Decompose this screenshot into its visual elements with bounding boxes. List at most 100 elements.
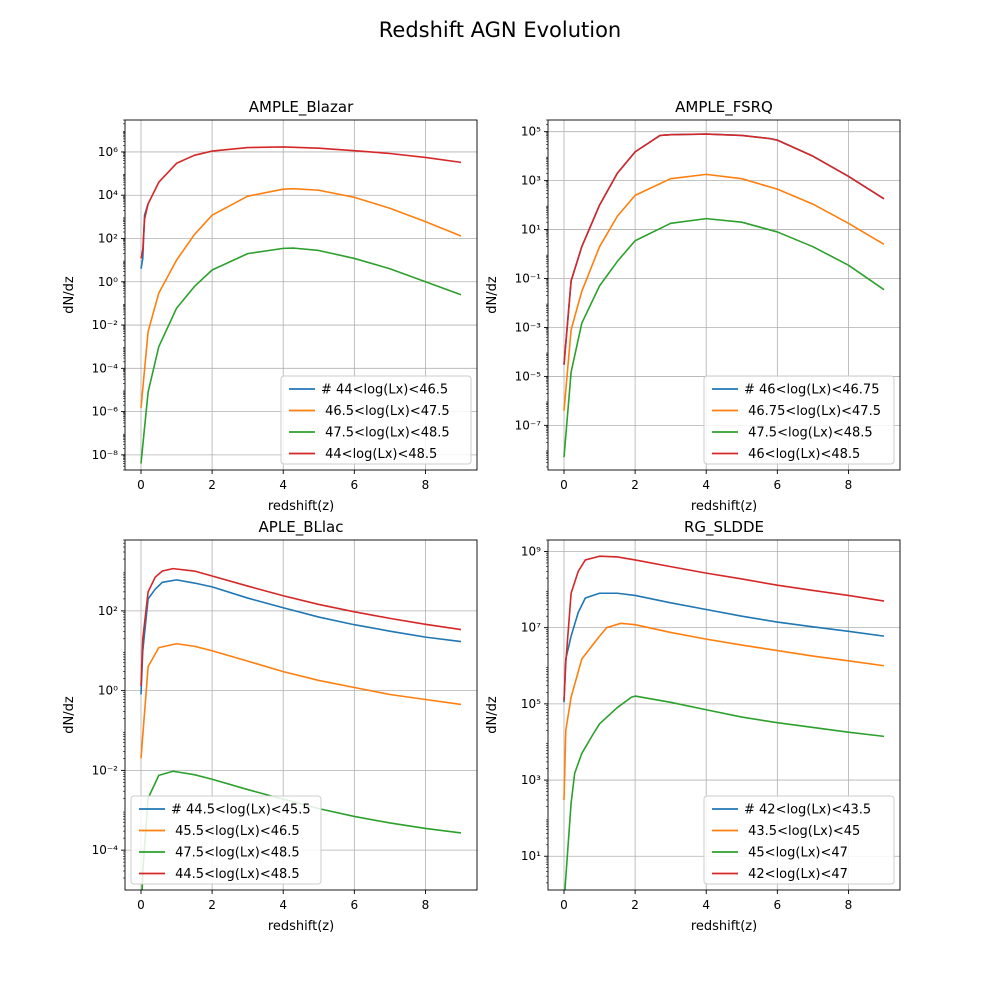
y-tick-label: 10⁰ xyxy=(98,684,118,698)
y-tick-label: 10³ xyxy=(521,773,541,787)
y-axis-label: dN/dz xyxy=(485,276,500,314)
legend-box xyxy=(130,795,322,885)
subplot-title: AMPLE_Blazar xyxy=(249,98,354,117)
y-tick-label: 10⁰ xyxy=(98,275,118,289)
series-line-2 xyxy=(140,187,462,408)
y-tick-label: 10⁻³ xyxy=(515,320,542,334)
y-tick-label: 10⁻⁷ xyxy=(515,418,542,432)
subplot-3: 0 2 4 6 8 10⁻⁴ 10⁻² 10⁰ 10² APLE_BLlac redshift(z)… xyxy=(62,518,478,934)
y-tick-label: 10⁴ xyxy=(98,188,118,202)
figure-title: Redshift AGN Evolution xyxy=(379,18,621,42)
x-axis-label: redshift(z) xyxy=(268,919,334,934)
y-tick-label: 10⁻² xyxy=(92,318,119,332)
y-tick-label: 10³ xyxy=(521,174,541,188)
series-line-3 xyxy=(563,217,885,458)
legend-entry: # 42<log(Lx)<43.5 xyxy=(744,803,871,818)
x-tick-label: 2 xyxy=(631,898,639,912)
x-tick-label: 2 xyxy=(208,478,216,492)
series-line-2 xyxy=(563,622,885,800)
legend-entry: # 44.5<log(Lx)<45.5 xyxy=(171,803,311,818)
series-line-4 xyxy=(140,567,462,687)
y-tick-label: 10⁷ xyxy=(521,621,541,635)
x-tick-label: 2 xyxy=(631,478,639,492)
y-tick-label: 10⁻⁴ xyxy=(92,843,119,857)
series-line-2 xyxy=(563,173,885,411)
y-axis-label: dN/dz xyxy=(485,696,500,734)
subplot-1: 0 2 4 6 8 10⁻⁸ 10⁻⁶ 10⁻⁴ 10⁻² 10⁰ 10² 10⁴ 10⁶ AMPLE_B… xyxy=(62,98,478,514)
y-tick-label: 10⁻⁵ xyxy=(515,369,542,383)
x-tick-label: 4 xyxy=(702,898,710,912)
y-axis-label: dN/dz xyxy=(62,696,77,734)
legend-entry: 47.5<log(Lx)<48.5 xyxy=(171,846,300,861)
x-tick-label: 0 xyxy=(560,478,568,492)
legend-box xyxy=(703,375,895,465)
series-line-3 xyxy=(564,695,885,890)
y-tick-label: 10⁻¹ xyxy=(515,272,542,286)
legend-entry: 44.5<log(Lx)<48.5 xyxy=(171,867,300,882)
series-line-1 xyxy=(563,592,885,703)
y-tick-label: 10⁶ xyxy=(98,145,118,159)
y-tick-label: 10⁻⁴ xyxy=(92,361,119,375)
x-axis-label: redshift(z) xyxy=(268,499,334,514)
y-tick-label: 10² xyxy=(98,232,118,246)
x-tick-label: 0 xyxy=(560,898,568,912)
y-tick-label: 10¹ xyxy=(521,223,541,237)
series-line-4 xyxy=(563,133,885,365)
x-tick-label: 8 xyxy=(845,478,853,492)
legend-entry: 43.5<log(Lx)<45 xyxy=(744,824,860,839)
legend-entry: 45<log(Lx)<47 xyxy=(744,846,848,861)
x-tick-label: 2 xyxy=(208,898,216,912)
legend-entry: 44<log(Lx)<48.5 xyxy=(321,447,437,462)
subplot-title: APLE_BLlac xyxy=(259,518,344,537)
x-tick-label: 6 xyxy=(774,898,782,912)
axes-frame xyxy=(124,119,478,471)
legend-entry: 47.5<log(Lx)<48.5 xyxy=(321,426,450,441)
x-axis-label: redshift(z) xyxy=(691,919,757,934)
series-line-3 xyxy=(141,770,462,890)
y-tick-label: 10⁵ xyxy=(521,125,541,139)
legend-entry: 45.5<log(Lx)<46.5 xyxy=(171,824,300,839)
y-tick-label: 10⁻² xyxy=(92,763,119,777)
y-tick-label: 10⁵ xyxy=(521,697,541,711)
subplot-title: RG_SLDDE xyxy=(684,518,764,537)
legend-entry: 46.75<log(Lx)<47.5 xyxy=(744,404,881,419)
x-tick-label: 6 xyxy=(351,898,359,912)
x-tick-label: 4 xyxy=(279,478,287,492)
axes-frame xyxy=(124,539,478,891)
y-tick-label: 10⁹ xyxy=(521,544,541,558)
x-tick-label: 0 xyxy=(137,478,145,492)
legend: # 44<log(Lx)<46.5 46.5<log(Lx)<47.5 47.5… xyxy=(280,375,472,465)
legend: # 44.5<log(Lx)<45.5 45.5<log(Lx)<46.5 47… xyxy=(130,795,322,885)
x-tick-label: 8 xyxy=(422,898,430,912)
x-tick-label: 4 xyxy=(702,478,710,492)
legend: # 46<log(Lx)<46.75 46.75<log(Lx)<47.5 47… xyxy=(703,375,895,465)
axes-frame xyxy=(547,539,901,891)
x-tick-label: 4 xyxy=(279,898,287,912)
legend-entry: # 44<log(Lx)<46.5 xyxy=(321,383,448,398)
y-tick-label: 10⁻⁶ xyxy=(92,405,119,419)
subplot-4: 0 2 4 6 8 10¹ 10³ 10⁵ 10⁷ 10⁹ RG_SLDDE redshift(z) d… xyxy=(485,518,901,934)
legend-entry: # 46<log(Lx)<46.75 xyxy=(744,383,879,398)
y-tick-label: 10² xyxy=(98,604,118,618)
legend-entry: 46<log(Lx)<48.5 xyxy=(744,447,860,462)
y-tick-label: 10⁻⁸ xyxy=(92,448,119,462)
subplot-2: 0 2 4 6 8 10⁻⁷ 10⁻⁵ 10⁻³ 10⁻¹ 10¹ 10³ 10⁵ AMPLE_FSRQ… xyxy=(485,98,901,514)
x-tick-label: 8 xyxy=(845,898,853,912)
y-tick-label: 10¹ xyxy=(521,849,541,863)
y-axis-label: dN/dz xyxy=(62,276,77,314)
series-line-4 xyxy=(563,555,885,701)
legend-entry: 46.5<log(Lx)<47.5 xyxy=(321,404,450,419)
x-axis-label: redshift(z) xyxy=(691,499,757,514)
x-tick-label: 8 xyxy=(422,478,430,492)
series-line-4 xyxy=(140,146,462,259)
subplot-title: AMPLE_FSRQ xyxy=(675,98,773,117)
legend-entry: 42<log(Lx)<47 xyxy=(744,867,848,882)
x-tick-label: 6 xyxy=(351,478,359,492)
series-line-2 xyxy=(140,642,462,759)
x-tick-label: 6 xyxy=(774,478,782,492)
legend-box xyxy=(703,795,895,885)
axes-frame xyxy=(547,119,901,471)
series-line-3 xyxy=(140,247,462,464)
x-tick-label: 0 xyxy=(137,898,145,912)
